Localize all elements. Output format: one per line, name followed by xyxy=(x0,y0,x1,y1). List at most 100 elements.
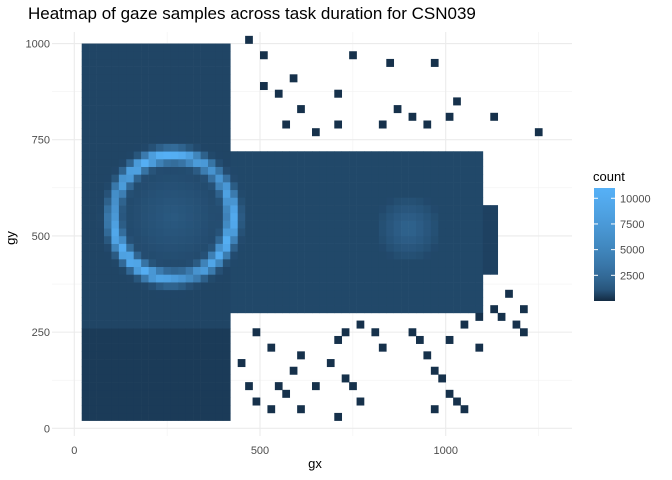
heatmap-cell xyxy=(416,335,424,344)
heatmap-cell xyxy=(356,320,365,329)
heatmap-cell xyxy=(133,412,142,421)
heatmap-cell xyxy=(512,320,521,329)
heatmap-cell xyxy=(371,289,380,298)
heatmap-cell xyxy=(274,305,283,314)
heatmap-cell xyxy=(304,212,313,221)
heatmap-cell xyxy=(118,397,127,406)
heatmap-cell xyxy=(208,297,216,306)
heatmap-cell xyxy=(230,266,239,275)
heatmap-cell xyxy=(334,189,343,198)
heatmap-cell xyxy=(341,266,350,275)
legend-tick-label: 2500 xyxy=(620,270,644,282)
heatmap-cell xyxy=(222,58,231,67)
heatmap-cell xyxy=(297,405,305,414)
heatmap-cell xyxy=(371,182,380,191)
heatmap-cell xyxy=(252,266,261,275)
heatmap-cell xyxy=(312,220,320,229)
heatmap-cell xyxy=(260,289,268,298)
heatmap-cell xyxy=(185,66,194,75)
heatmap-cell xyxy=(170,412,179,421)
heatmap-cell xyxy=(260,51,268,60)
heatmap-cell xyxy=(356,274,365,283)
heatmap-cell xyxy=(156,389,164,398)
heatmap-cell xyxy=(89,282,97,291)
heatmap-cell xyxy=(274,197,283,206)
heatmap-cell xyxy=(430,305,439,314)
heatmap-cell xyxy=(312,382,320,391)
heatmap-cell xyxy=(141,351,149,360)
heatmap-cell xyxy=(237,305,246,314)
heatmap-cell xyxy=(393,235,402,244)
heatmap-cell xyxy=(430,251,439,260)
heatmap-cell xyxy=(156,312,164,321)
heatmap-cell xyxy=(170,143,179,152)
heatmap-cell xyxy=(408,297,417,306)
heatmap-cell xyxy=(200,366,209,375)
heatmap-cell xyxy=(475,297,484,306)
heatmap-cell xyxy=(401,174,409,183)
heatmap-cell xyxy=(96,282,105,291)
heatmap-cell xyxy=(96,289,105,298)
heatmap-cell xyxy=(133,82,142,91)
heatmap-cell xyxy=(297,220,305,229)
heatmap-cell xyxy=(96,197,105,206)
heatmap-cell xyxy=(96,166,105,175)
heatmap-cell xyxy=(245,297,253,306)
heatmap-cell xyxy=(215,220,224,229)
heatmap-cell xyxy=(185,158,194,167)
heatmap-cell xyxy=(156,397,164,406)
heatmap-cell xyxy=(170,289,179,298)
heatmap-cell xyxy=(96,82,105,91)
heatmap-cell xyxy=(126,82,135,91)
heatmap-cell xyxy=(445,212,454,221)
heatmap-cell xyxy=(215,235,224,244)
heatmap-cell xyxy=(245,251,253,260)
heatmap-cell xyxy=(141,228,149,237)
heatmap-cell xyxy=(408,182,417,191)
heatmap-cell xyxy=(312,289,320,298)
heatmap-cell xyxy=(393,259,402,268)
heatmap-cell xyxy=(163,343,172,352)
heatmap-cell xyxy=(156,343,164,352)
heatmap-cell xyxy=(118,382,127,391)
heatmap-cell xyxy=(475,282,484,291)
heatmap-cell xyxy=(148,235,157,244)
heatmap-cell xyxy=(334,305,343,314)
heatmap-cell xyxy=(215,374,224,383)
heatmap-cell xyxy=(163,143,172,152)
heatmap-cell xyxy=(364,228,372,237)
legend-title: count xyxy=(593,169,625,184)
heatmap-cell xyxy=(163,66,172,75)
heatmap-cell xyxy=(356,205,365,214)
heatmap-cell xyxy=(148,143,157,152)
heatmap-cell xyxy=(193,189,201,198)
heatmap-cell xyxy=(490,205,499,214)
heatmap-cell xyxy=(267,259,276,268)
heatmap-cell xyxy=(104,343,112,352)
heatmap-cell xyxy=(445,274,454,283)
heatmap-cell xyxy=(163,97,172,106)
heatmap-cell xyxy=(222,382,231,391)
heatmap-cell xyxy=(267,205,276,214)
heatmap-cell xyxy=(178,289,187,298)
heatmap-cell xyxy=(81,89,90,98)
heatmap-cell xyxy=(81,51,90,60)
heatmap-cell xyxy=(364,251,372,260)
heatmap-cell xyxy=(460,259,469,268)
heatmap-cell xyxy=(453,228,461,237)
heatmap-cell xyxy=(133,212,142,221)
heatmap-cell xyxy=(490,305,499,314)
heatmap-cell xyxy=(222,158,231,167)
heatmap-cell xyxy=(445,259,454,268)
heatmap-cell xyxy=(200,289,209,298)
heatmap-cell xyxy=(193,43,201,52)
heatmap-cell xyxy=(126,351,135,360)
heatmap-cell xyxy=(104,366,112,375)
heatmap-cell xyxy=(304,151,313,160)
heatmap-cell xyxy=(185,274,194,283)
heatmap-cell xyxy=(260,197,268,206)
heatmap-cell xyxy=(297,243,305,252)
heatmap-cell xyxy=(260,212,268,221)
heatmap-cell xyxy=(156,128,164,137)
heatmap-cell xyxy=(126,320,135,329)
